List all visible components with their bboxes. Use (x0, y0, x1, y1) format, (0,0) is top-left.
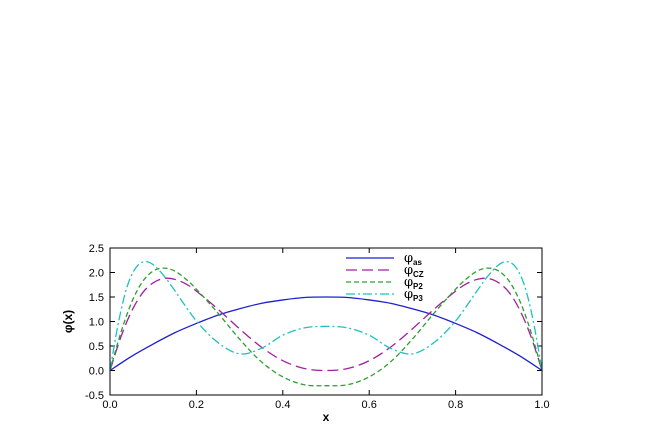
x-tick-label: 0.2 (189, 399, 204, 411)
x-tick-label: 0.0 (102, 399, 117, 411)
plot-frame (109, 247, 543, 396)
legend-label-subscript: P2 (413, 282, 423, 291)
y-tick-label: -0.5 (85, 390, 104, 402)
y-tick-label: 0.5 (89, 341, 104, 353)
y-tick-label: 2.5 (89, 243, 104, 255)
x-axis-label: x (323, 410, 330, 424)
x-tick-label: 0.8 (448, 399, 463, 411)
x-tick-label: 0.6 (362, 399, 377, 411)
legend-label-symbol: φ (404, 251, 413, 266)
legend-label-subscript: CZ (413, 270, 424, 279)
series-layer (109, 260, 543, 387)
series-line-p2 (109, 267, 543, 387)
legend-label-symbol: φ (404, 287, 413, 302)
y-tick-label: 1.5 (89, 292, 104, 304)
legend-label-symbol: φ (404, 275, 413, 290)
series-line-as (109, 296, 543, 372)
legend-label-subscript: as (413, 258, 422, 267)
x-tick-label: 1.0 (534, 399, 549, 411)
legend: φ asφ CZφ P2φ P3 (346, 251, 424, 303)
y-tick-label: 2.0 (89, 268, 104, 280)
y-axis-ticks: -0.5 0.0 0.5 1.0 1.5 2.0 2.5 (85, 243, 542, 402)
x-axis-ticks: 0.0 0.2 0.4 0.6 0.8 1.0 (102, 248, 550, 411)
legend-label-subscript: P3 (413, 294, 423, 303)
series-line-p3 (109, 260, 543, 371)
y-tick-label: 0.0 (89, 366, 104, 378)
y-tick-label: 1.0 (89, 317, 104, 329)
x-tick-label: 0.4 (275, 399, 290, 411)
y-axis-label: φ(x) (61, 310, 75, 333)
legend-label-symbol: φ (404, 263, 413, 278)
series-line-cz (109, 277, 543, 372)
